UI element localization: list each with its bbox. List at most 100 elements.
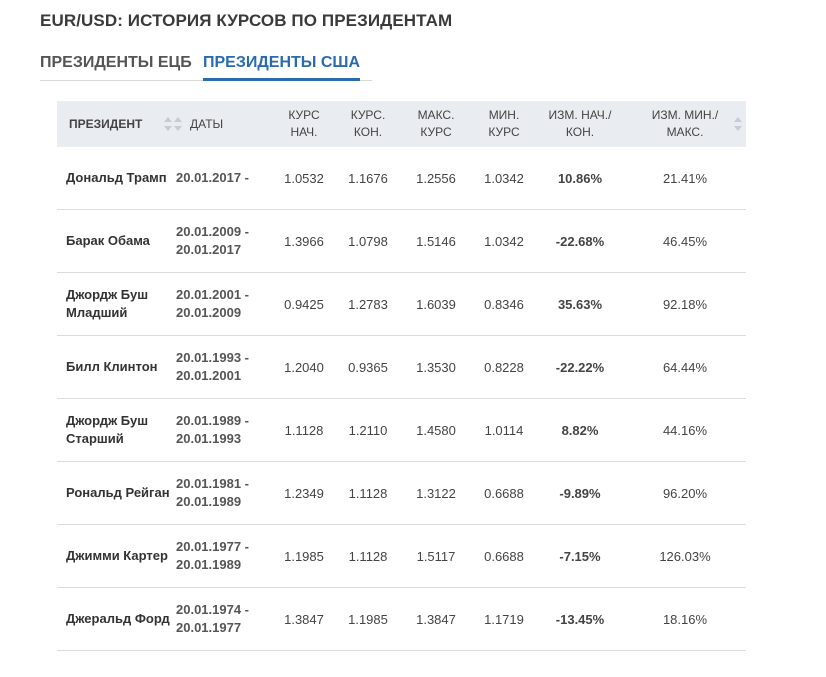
cell-rate-start: 1.1985 <box>272 524 336 588</box>
cell-min: 0.8228 <box>472 335 536 399</box>
column-header-range[interactable]: ИЗМ. МИН./ МАКС. <box>624 101 746 147</box>
column-header-max[interactable]: МАКС. КУРС <box>400 101 472 147</box>
cell-rate-end: 1.2783 <box>336 272 400 336</box>
cell-rate-start: 0.9425 <box>272 272 336 336</box>
presidents-rates-table: ПРЕЗИДЕНТ ДАТЫ КУРС НАЧ. КУРС. КОН. МАКС… <box>57 101 746 651</box>
cell-dates: 20.01.1981 - 20.01.1989 <box>176 461 272 525</box>
cell-change: -7.15% <box>536 524 624 588</box>
cell-min: 1.1719 <box>472 587 536 651</box>
cell-range: 92.18% <box>624 272 746 336</box>
column-header-label-line2: КОН. <box>565 125 595 139</box>
cell-rate-end: 1.2110 <box>336 398 400 462</box>
cell-min: 1.0342 <box>472 209 536 273</box>
column-header-label-line1: МАКС. <box>417 108 455 122</box>
cell-max: 1.6039 <box>400 272 472 336</box>
cell-rate-end: 1.1985 <box>336 587 400 651</box>
cell-dates: 20.01.1993 - 20.01.2001 <box>176 335 272 399</box>
cell-president: Джеральд Форд <box>57 587 176 651</box>
column-header-min[interactable]: МИН. КУРС <box>472 101 536 147</box>
cell-president: Дональд Трамп <box>57 147 176 210</box>
cell-dates: 20.01.1989 - 20.01.1993 <box>176 398 272 462</box>
cell-president: Джимми Картер <box>57 524 176 588</box>
cell-rate-start: 1.3966 <box>272 209 336 273</box>
column-header-label-line1: КУРС <box>288 108 320 122</box>
cell-rate-end: 0.9365 <box>336 335 400 399</box>
cell-change: 8.82% <box>536 398 624 462</box>
table-row: Барак Обама 20.01.2009 -20.01.2017 1.3966 1… <box>57 209 746 273</box>
cell-dates: 20.01.1974 - 20.01.1977 <box>176 587 272 651</box>
tab-usa-presidents[interactable]: ПРЕЗИДЕНТЫ США <box>203 54 361 81</box>
cell-rate-start: 1.0532 <box>272 147 336 210</box>
sort-arrows-icon[interactable] <box>164 117 172 131</box>
cell-rate-start: 1.1128 <box>272 398 336 462</box>
table-row: Билл Клинтон 20.01.1993 - 20.01.2001 1.2040… <box>57 335 746 399</box>
table-row: Рональд Рейган 20.01.1981 - 20.01.1989 1.23… <box>57 461 746 525</box>
cell-dates: 20.01.1977 - 20.01.1989 <box>176 524 272 588</box>
column-header-label-line2: НАЧ. <box>290 125 318 139</box>
column-header-label-line2: КУРС <box>420 125 452 139</box>
cell-president: Джордж Буш Старший <box>57 398 176 462</box>
date-to: 20.01.1989 <box>176 494 242 509</box>
table-body: Дональд Трамп 20.01.2017 -1.0532 1.1676 1.2… <box>57 147 746 651</box>
cell-president: Рональд Рейган <box>57 461 176 525</box>
date-from: 20.01.1993 - <box>176 350 250 365</box>
cell-rate-end: 1.1128 <box>336 461 400 525</box>
column-header-label: ДАТЫ <box>190 116 224 131</box>
date-to: 20.01.2001 <box>176 368 242 383</box>
table-row: Джордж Буш Старший 20.01.1989 - 20.01.1993… <box>57 398 746 462</box>
cell-max: 1.2556 <box>400 147 472 210</box>
column-header-change[interactable]: ИЗМ. НАЧ./ КОН. <box>536 101 624 147</box>
column-header-label-line2: КУРС <box>488 125 520 139</box>
column-header-president[interactable]: ПРЕЗИДЕНТ <box>57 101 176 147</box>
date-from: 20.01.2017 - <box>176 170 250 185</box>
sort-arrows-icon[interactable] <box>174 117 182 131</box>
cell-president: Барак Обама <box>57 209 176 273</box>
cell-max: 1.5146 <box>400 209 472 273</box>
cell-rate-end: 1.0798 <box>336 209 400 273</box>
cell-max: 1.3530 <box>400 335 472 399</box>
column-header-label-line1: ИЗМ. НАЧ./ <box>548 108 612 122</box>
cell-range: 46.45% <box>624 209 746 273</box>
tabs-bar: ПРЕЗИДЕНТЫ ЕЦБ ПРЕЗИДЕНТЫ США <box>40 52 372 81</box>
column-header-rate-end[interactable]: КУРС. КОН. <box>336 101 400 147</box>
cell-range: 44.16% <box>624 398 746 462</box>
cell-rate-start: 1.2040 <box>272 335 336 399</box>
cell-max: 1.4580 <box>400 398 472 462</box>
column-header-dates[interactable]: ДАТЫ <box>174 101 272 147</box>
date-to: 20.01.2009 <box>176 305 242 320</box>
column-header-label: ПРЕЗИДЕНТ <box>69 116 143 131</box>
cell-range: 21.41% <box>624 147 746 210</box>
cell-change: -13.45% <box>536 587 624 651</box>
sort-arrows-icon[interactable] <box>734 117 742 131</box>
cell-min: 1.0342 <box>472 147 536 210</box>
cell-rate-end: 1.1128 <box>336 524 400 588</box>
date-to: 20.01.2017 <box>176 242 242 257</box>
table-row: Джимми Картер 20.01.1977 - 20.01.1989 1.198… <box>57 524 746 588</box>
cell-min: 1.0114 <box>472 398 536 462</box>
cell-range: 64.44% <box>624 335 746 399</box>
cell-range: 126.03% <box>624 524 746 588</box>
column-header-label-line1: МИН. <box>488 108 520 122</box>
cell-min: 0.6688 <box>472 524 536 588</box>
cell-change: 10.86% <box>536 147 624 210</box>
date-from: 20.01.1981 - <box>176 476 250 491</box>
table-header-row: ПРЕЗИДЕНТ ДАТЫ КУРС НАЧ. КУРС. КОН. МАКС… <box>57 101 746 147</box>
column-header-label-line1: ИЗМ. МИН./ <box>651 108 719 122</box>
cell-range: 18.16% <box>624 587 746 651</box>
column-header-label-line2: МАКС. <box>666 125 704 139</box>
column-header-rate-start[interactable]: КУРС НАЧ. <box>272 101 336 147</box>
table-row: Джеральд Форд 20.01.1974 - 20.01.1977 1.384… <box>57 587 746 651</box>
date-from: 20.01.2009 - <box>176 224 250 239</box>
tab-ecb-presidents[interactable]: ПРЕЗИДЕНТЫ ЕЦБ <box>40 54 192 71</box>
cell-change: -22.22% <box>536 335 624 399</box>
column-header-label-line1: КУРС. <box>350 108 386 122</box>
date-to: 20.01.1977 <box>176 620 242 635</box>
cell-rate-start: 1.3847 <box>272 587 336 651</box>
date-to: 20.01.1993 <box>176 431 242 446</box>
cell-dates: 20.01.2001 - 20.01.2009 <box>176 272 272 336</box>
page-title: EUR/USD: ИСТОРИЯ КУРСОВ ПО ПРЕЗИДЕНТАМ <box>40 11 453 30</box>
cell-max: 1.3847 <box>400 587 472 651</box>
cell-rate-start: 1.2349 <box>272 461 336 525</box>
table-row: Дональд Трамп 20.01.2017 - 1.0532 1.1676 1.2… <box>57 147 746 210</box>
cell-change: -22.68% <box>536 209 624 273</box>
